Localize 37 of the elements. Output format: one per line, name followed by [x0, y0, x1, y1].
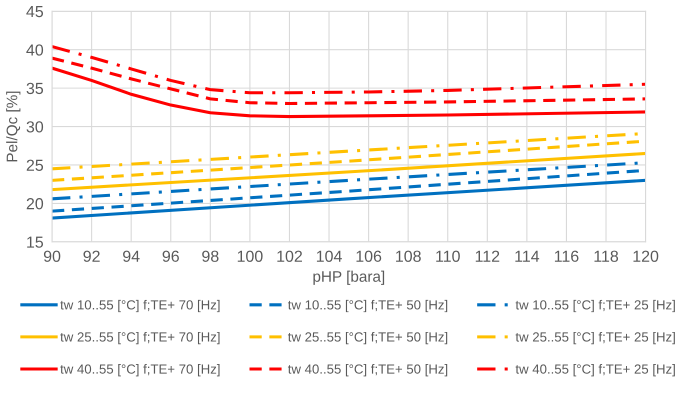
x-tick-label: 90 — [44, 250, 60, 262]
y-tick-label: 30 — [26, 121, 44, 133]
y-tick-label: 15 — [27, 236, 44, 248]
x-tick-label: 92 — [83, 250, 100, 262]
legend-label: tw 10..55 [°C] f;TE+ 70 [Hz] — [60, 300, 220, 312]
legend-label: tw 25..55 [°C] f;TE+ 25 [Hz] — [516, 332, 675, 344]
y-tick-label: 40 — [26, 44, 44, 56]
x-tick-label: 102 — [277, 250, 302, 262]
x-tick-label: 116 — [554, 250, 578, 262]
legend-label: tw 40..55 [°C] f;TE+ 25 [Hz] — [516, 364, 675, 376]
legend-label: tw 25..55 [°C] f;TE+ 50 [Hz] — [288, 332, 448, 344]
line-series — [52, 56, 646, 106]
y-tick-label: 45 — [26, 6, 44, 18]
legend-label: tw 10..55 [°C] f;TE+ 50 [Hz] — [288, 300, 448, 312]
line-series — [52, 45, 646, 94]
x-tick-label: 112 — [476, 250, 500, 262]
x-tick-label: 106 — [356, 250, 382, 262]
legend-label: tw 40..55 [°C] f;TE+ 70 [Hz] — [60, 364, 220, 376]
y-tick-label: 25 — [26, 160, 44, 171]
x-tick-label: 108 — [396, 250, 421, 262]
x-tick-label: 120 — [633, 250, 658, 262]
legend-label: tw 10..55 [°C] f;TE+ 25 [Hz] — [516, 300, 675, 312]
x-tick-label: 100 — [238, 250, 263, 262]
x-axis-title: pHP [bara] — [313, 270, 384, 285]
x-tick-label: 94 — [123, 250, 140, 262]
y-tick-label: 20 — [26, 198, 44, 210]
line-series — [52, 66, 646, 118]
x-tick-label: 110 — [436, 250, 460, 262]
legend-label: tw 40..55 [°C] f;TE+ 50 [Hz] — [288, 364, 448, 376]
x-tick-label: 96 — [162, 250, 179, 262]
x-tick-label: 98 — [202, 250, 219, 262]
legend-label: tw 25..55 [°C] f;TE+ 70 [Hz] — [60, 332, 220, 344]
y-tick-label: 35 — [26, 82, 44, 94]
y-axis-title: Pel/Qc [%] — [6, 92, 20, 162]
x-tick-label: 118 — [594, 250, 618, 262]
x-tick-label: 114 — [515, 250, 540, 262]
x-tick-label: 104 — [316, 250, 342, 262]
